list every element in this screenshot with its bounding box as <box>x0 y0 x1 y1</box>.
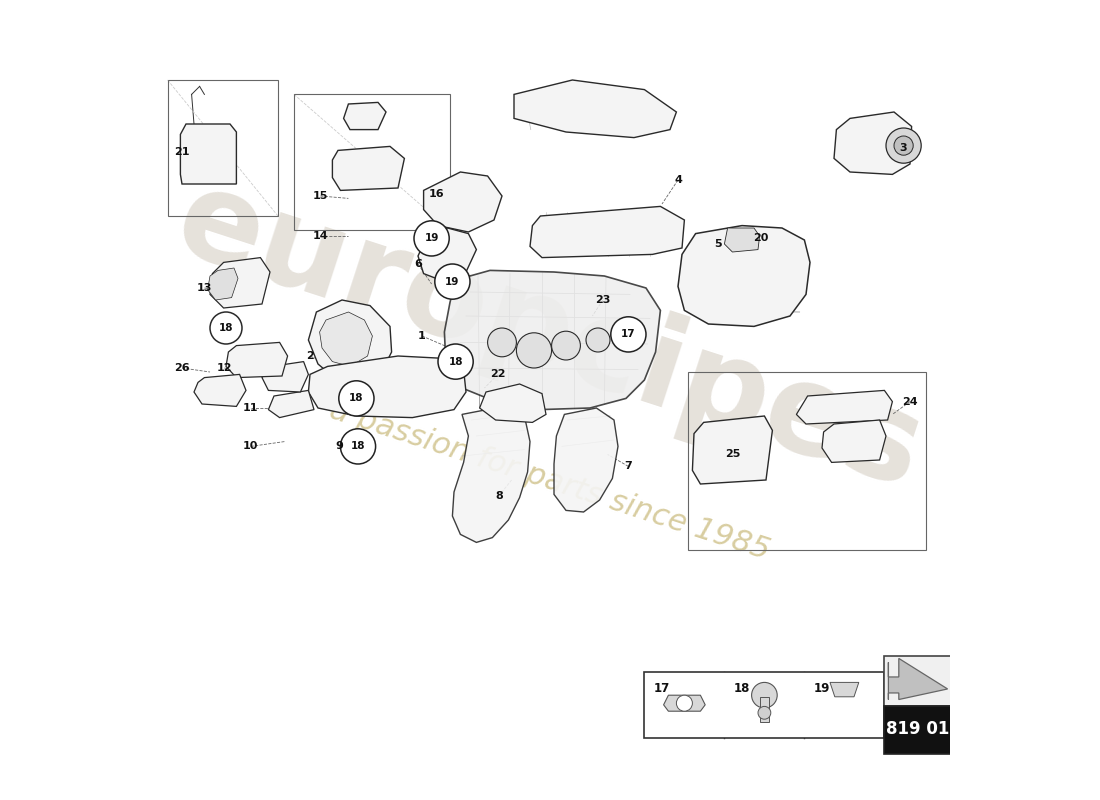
Text: 8: 8 <box>495 491 503 501</box>
Circle shape <box>210 312 242 344</box>
Text: 819 01: 819 01 <box>887 720 949 738</box>
Polygon shape <box>268 390 313 418</box>
Circle shape <box>340 429 375 464</box>
Circle shape <box>886 128 921 163</box>
Text: 17: 17 <box>654 682 670 694</box>
Polygon shape <box>834 112 912 174</box>
Circle shape <box>339 381 374 416</box>
Bar <box>167 80 278 216</box>
Bar <box>645 672 884 738</box>
Circle shape <box>586 328 611 352</box>
Text: 19: 19 <box>446 277 460 286</box>
Circle shape <box>894 136 913 155</box>
Polygon shape <box>308 300 392 382</box>
Text: europcipes: europcipes <box>162 158 938 514</box>
Circle shape <box>516 333 551 368</box>
Text: 18: 18 <box>351 442 365 451</box>
Text: 7: 7 <box>625 462 632 471</box>
Polygon shape <box>678 226 810 326</box>
Polygon shape <box>343 102 386 130</box>
Circle shape <box>434 264 470 299</box>
Polygon shape <box>226 342 287 378</box>
Text: 14: 14 <box>312 231 328 241</box>
Bar <box>294 94 450 230</box>
Polygon shape <box>830 682 859 697</box>
Text: 15: 15 <box>312 191 328 201</box>
Circle shape <box>751 682 778 708</box>
Text: 16: 16 <box>429 190 444 199</box>
Polygon shape <box>424 172 502 232</box>
Circle shape <box>758 706 771 719</box>
Polygon shape <box>796 390 892 424</box>
Text: 10: 10 <box>243 442 258 451</box>
Text: 23: 23 <box>595 295 610 305</box>
Text: 13: 13 <box>197 283 212 293</box>
Polygon shape <box>418 228 476 282</box>
Text: 21: 21 <box>174 147 189 157</box>
Text: 5: 5 <box>714 239 722 249</box>
Bar <box>884 656 952 706</box>
Polygon shape <box>210 258 270 308</box>
Text: 18: 18 <box>219 323 233 333</box>
Text: 11: 11 <box>243 403 258 413</box>
Circle shape <box>551 331 581 360</box>
Polygon shape <box>262 362 308 392</box>
Text: 18: 18 <box>449 357 463 366</box>
Text: 18: 18 <box>349 394 364 403</box>
Text: 18: 18 <box>734 682 750 694</box>
Circle shape <box>414 221 449 256</box>
Polygon shape <box>554 408 618 512</box>
Circle shape <box>610 317 646 352</box>
Text: 2: 2 <box>306 351 313 361</box>
Text: 1: 1 <box>418 331 426 341</box>
Polygon shape <box>725 228 760 252</box>
Polygon shape <box>180 124 236 184</box>
Circle shape <box>438 344 473 379</box>
Polygon shape <box>332 146 405 190</box>
Polygon shape <box>822 420 886 462</box>
Text: 9: 9 <box>336 442 343 451</box>
Text: 19: 19 <box>814 682 830 694</box>
Polygon shape <box>208 268 238 300</box>
Polygon shape <box>663 695 705 711</box>
Polygon shape <box>480 384 546 422</box>
Text: 3: 3 <box>900 143 908 153</box>
Polygon shape <box>444 270 660 410</box>
Bar <box>760 697 769 722</box>
Text: 22: 22 <box>491 370 506 379</box>
Text: 26: 26 <box>174 363 190 373</box>
Circle shape <box>676 695 692 711</box>
Polygon shape <box>530 206 684 258</box>
Circle shape <box>487 328 516 357</box>
Text: 4: 4 <box>674 175 682 185</box>
Polygon shape <box>194 374 246 406</box>
Polygon shape <box>320 312 373 366</box>
Text: 12: 12 <box>217 363 232 373</box>
Polygon shape <box>452 406 530 542</box>
Text: 6: 6 <box>414 259 422 269</box>
Polygon shape <box>889 658 947 699</box>
Text: 17: 17 <box>621 330 636 339</box>
Bar <box>884 706 952 754</box>
Polygon shape <box>514 80 676 138</box>
Text: 19: 19 <box>425 234 439 243</box>
Text: 25: 25 <box>725 450 740 459</box>
Text: a passion for parts since 1985: a passion for parts since 1985 <box>327 395 773 565</box>
Bar <box>688 372 926 550</box>
Text: 20: 20 <box>752 234 768 243</box>
Polygon shape <box>692 416 772 484</box>
Polygon shape <box>308 356 466 418</box>
Text: 24: 24 <box>902 397 917 406</box>
